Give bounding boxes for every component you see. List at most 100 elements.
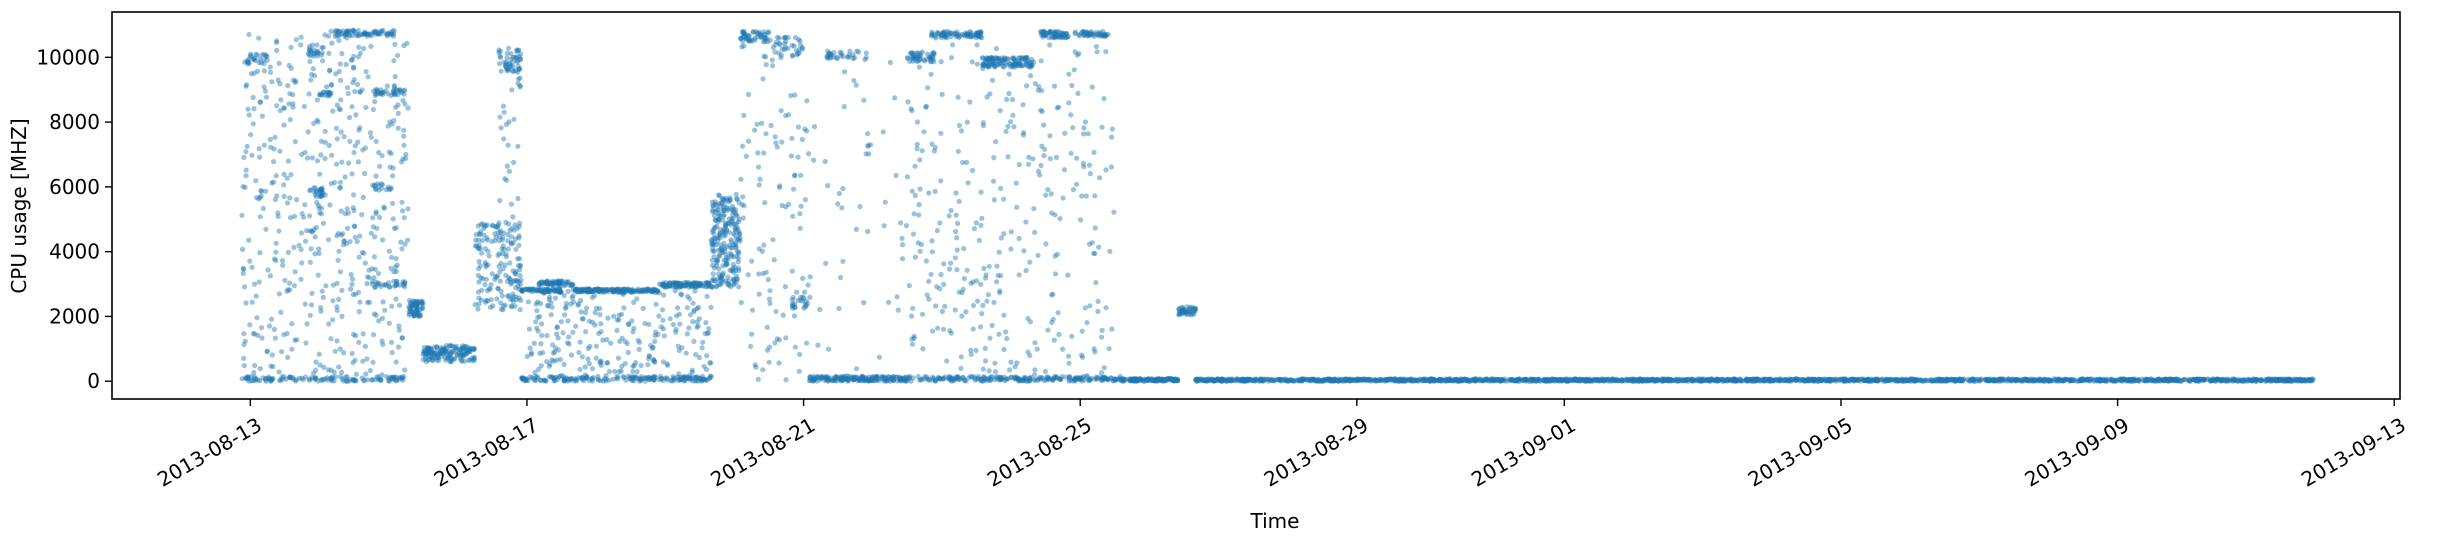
data-point xyxy=(508,201,515,207)
data-point xyxy=(546,287,552,293)
data-point xyxy=(527,345,533,351)
data-point xyxy=(861,97,867,103)
data-point xyxy=(1081,125,1087,131)
data-point xyxy=(583,310,589,316)
data-point xyxy=(307,377,313,383)
data-point xyxy=(980,302,986,308)
data-point xyxy=(497,54,504,61)
data-point xyxy=(515,195,521,202)
data-point xyxy=(259,52,265,58)
data-point xyxy=(637,377,643,383)
data-point xyxy=(405,105,411,111)
data-point xyxy=(545,282,551,288)
data-point xyxy=(660,307,666,313)
data-point xyxy=(339,376,345,382)
data-point xyxy=(1103,376,1109,382)
data-point xyxy=(523,286,529,292)
data-point xyxy=(380,237,386,243)
data-point xyxy=(565,378,571,384)
data-point xyxy=(311,189,317,195)
data-point xyxy=(516,224,522,230)
data-point xyxy=(373,186,379,192)
data-point xyxy=(679,345,685,351)
data-point xyxy=(313,367,319,373)
data-point xyxy=(622,286,628,292)
data-point xyxy=(311,53,317,59)
data-point xyxy=(264,57,270,63)
data-point xyxy=(673,284,680,290)
data-point xyxy=(611,289,617,295)
data-point xyxy=(689,375,695,382)
data-point xyxy=(661,282,667,288)
data-point xyxy=(650,373,657,380)
data-point xyxy=(349,171,355,177)
data-point xyxy=(541,290,548,296)
data-point xyxy=(349,32,355,39)
data-point xyxy=(630,368,636,375)
data-point xyxy=(1099,370,1105,376)
data-point xyxy=(350,27,356,34)
data-point xyxy=(513,285,519,291)
data-point xyxy=(328,82,334,88)
data-point xyxy=(636,289,642,295)
data-point xyxy=(550,280,556,286)
data-point xyxy=(1176,306,1182,312)
data-point xyxy=(381,205,387,211)
data-point xyxy=(684,281,691,287)
data-point xyxy=(865,228,871,235)
data-point xyxy=(357,125,363,131)
data-point xyxy=(508,279,514,286)
data-point xyxy=(609,286,615,292)
data-point xyxy=(1095,308,1101,314)
data-point xyxy=(689,367,695,373)
data-point xyxy=(330,282,336,288)
data-point xyxy=(550,287,556,293)
data-point xyxy=(489,271,495,277)
data-point xyxy=(315,50,321,56)
data-point xyxy=(331,378,337,384)
data-point xyxy=(537,350,543,356)
data-point xyxy=(676,377,682,383)
data-point xyxy=(789,302,796,309)
data-point xyxy=(257,56,263,62)
data-point xyxy=(446,353,452,359)
data-point xyxy=(635,286,641,292)
data-point xyxy=(712,236,718,242)
data-point xyxy=(549,304,555,310)
data-point xyxy=(672,288,678,294)
data-point xyxy=(690,378,696,384)
data-point xyxy=(338,97,344,103)
data-point xyxy=(938,59,944,65)
data-point xyxy=(591,288,597,294)
data-point xyxy=(458,347,464,353)
data-point xyxy=(460,345,466,351)
data-point xyxy=(503,61,509,67)
data-point xyxy=(348,272,354,278)
data-point xyxy=(633,360,639,366)
data-point xyxy=(495,224,501,230)
data-point xyxy=(548,374,555,380)
data-point xyxy=(601,288,607,294)
data-point xyxy=(621,288,627,294)
data-point xyxy=(645,286,651,292)
data-point xyxy=(334,28,340,34)
data-point xyxy=(1060,195,1066,201)
data-point xyxy=(431,352,437,358)
data-point xyxy=(911,211,917,217)
data-point xyxy=(269,352,275,358)
data-point xyxy=(512,277,518,283)
data-point xyxy=(432,350,438,356)
data-point xyxy=(588,289,595,295)
data-point xyxy=(332,348,338,354)
data-point xyxy=(1008,229,1014,235)
data-point xyxy=(970,32,976,38)
data-point xyxy=(690,280,697,286)
data-point xyxy=(937,220,943,226)
data-point xyxy=(371,183,377,189)
data-point xyxy=(368,230,374,236)
data-point xyxy=(1025,161,1032,167)
data-point xyxy=(575,287,582,293)
data-point xyxy=(275,210,281,216)
data-point xyxy=(516,279,522,285)
data-point xyxy=(682,378,688,384)
